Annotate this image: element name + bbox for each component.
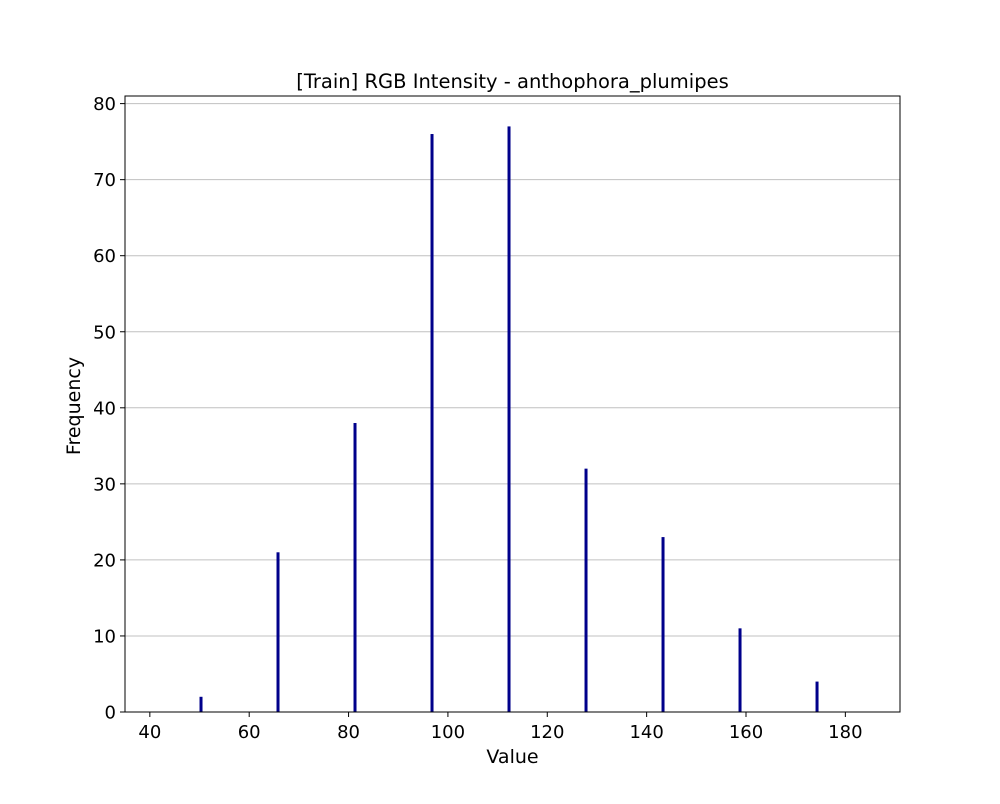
x-tick-label: 140 bbox=[629, 722, 663, 743]
y-tick-label: 80 bbox=[93, 94, 116, 115]
chart-title: [Train] RGB Intensity - anthophora_plumi… bbox=[296, 70, 728, 93]
x-tick-label: 80 bbox=[337, 722, 360, 743]
y-tick-label: 20 bbox=[93, 550, 116, 571]
plot-frame bbox=[124, 95, 901, 713]
y-tick-label: 10 bbox=[93, 626, 116, 647]
x-axis-label: Value bbox=[486, 746, 538, 768]
y-tick-label: 60 bbox=[93, 246, 116, 267]
histogram-bar bbox=[276, 552, 280, 712]
histogram-bar bbox=[430, 134, 434, 713]
y-axis-label: Frequency bbox=[63, 357, 85, 455]
x-tick-label: 40 bbox=[138, 722, 161, 743]
x-tick-label: 100 bbox=[431, 722, 465, 743]
x-tick-label: 180 bbox=[828, 722, 862, 743]
y-axis-ticks: 0 10 20 30 40 50 60 70 80 bbox=[93, 94, 125, 724]
bars bbox=[199, 126, 819, 713]
grid-lines bbox=[125, 103, 900, 713]
histogram-bar bbox=[353, 423, 357, 712]
histogram-bar bbox=[507, 126, 511, 713]
x-tick-label: 120 bbox=[530, 722, 564, 743]
y-tick-label: 0 bbox=[105, 703, 116, 724]
histogram-bar bbox=[815, 681, 819, 712]
histogram-bar bbox=[199, 696, 203, 712]
histogram-bar bbox=[584, 468, 588, 712]
y-tick-label: 50 bbox=[93, 322, 116, 343]
x-tick-label: 60 bbox=[238, 722, 261, 743]
y-tick-label: 40 bbox=[93, 398, 116, 419]
y-tick-label: 30 bbox=[93, 474, 116, 495]
x-tick-label: 160 bbox=[729, 722, 763, 743]
y-tick-label: 70 bbox=[93, 170, 116, 191]
histogram-bar bbox=[738, 628, 742, 712]
histogram-bar bbox=[661, 537, 665, 712]
x-axis-ticks: 40 60 80 100 120 140 160 180 bbox=[138, 712, 863, 743]
